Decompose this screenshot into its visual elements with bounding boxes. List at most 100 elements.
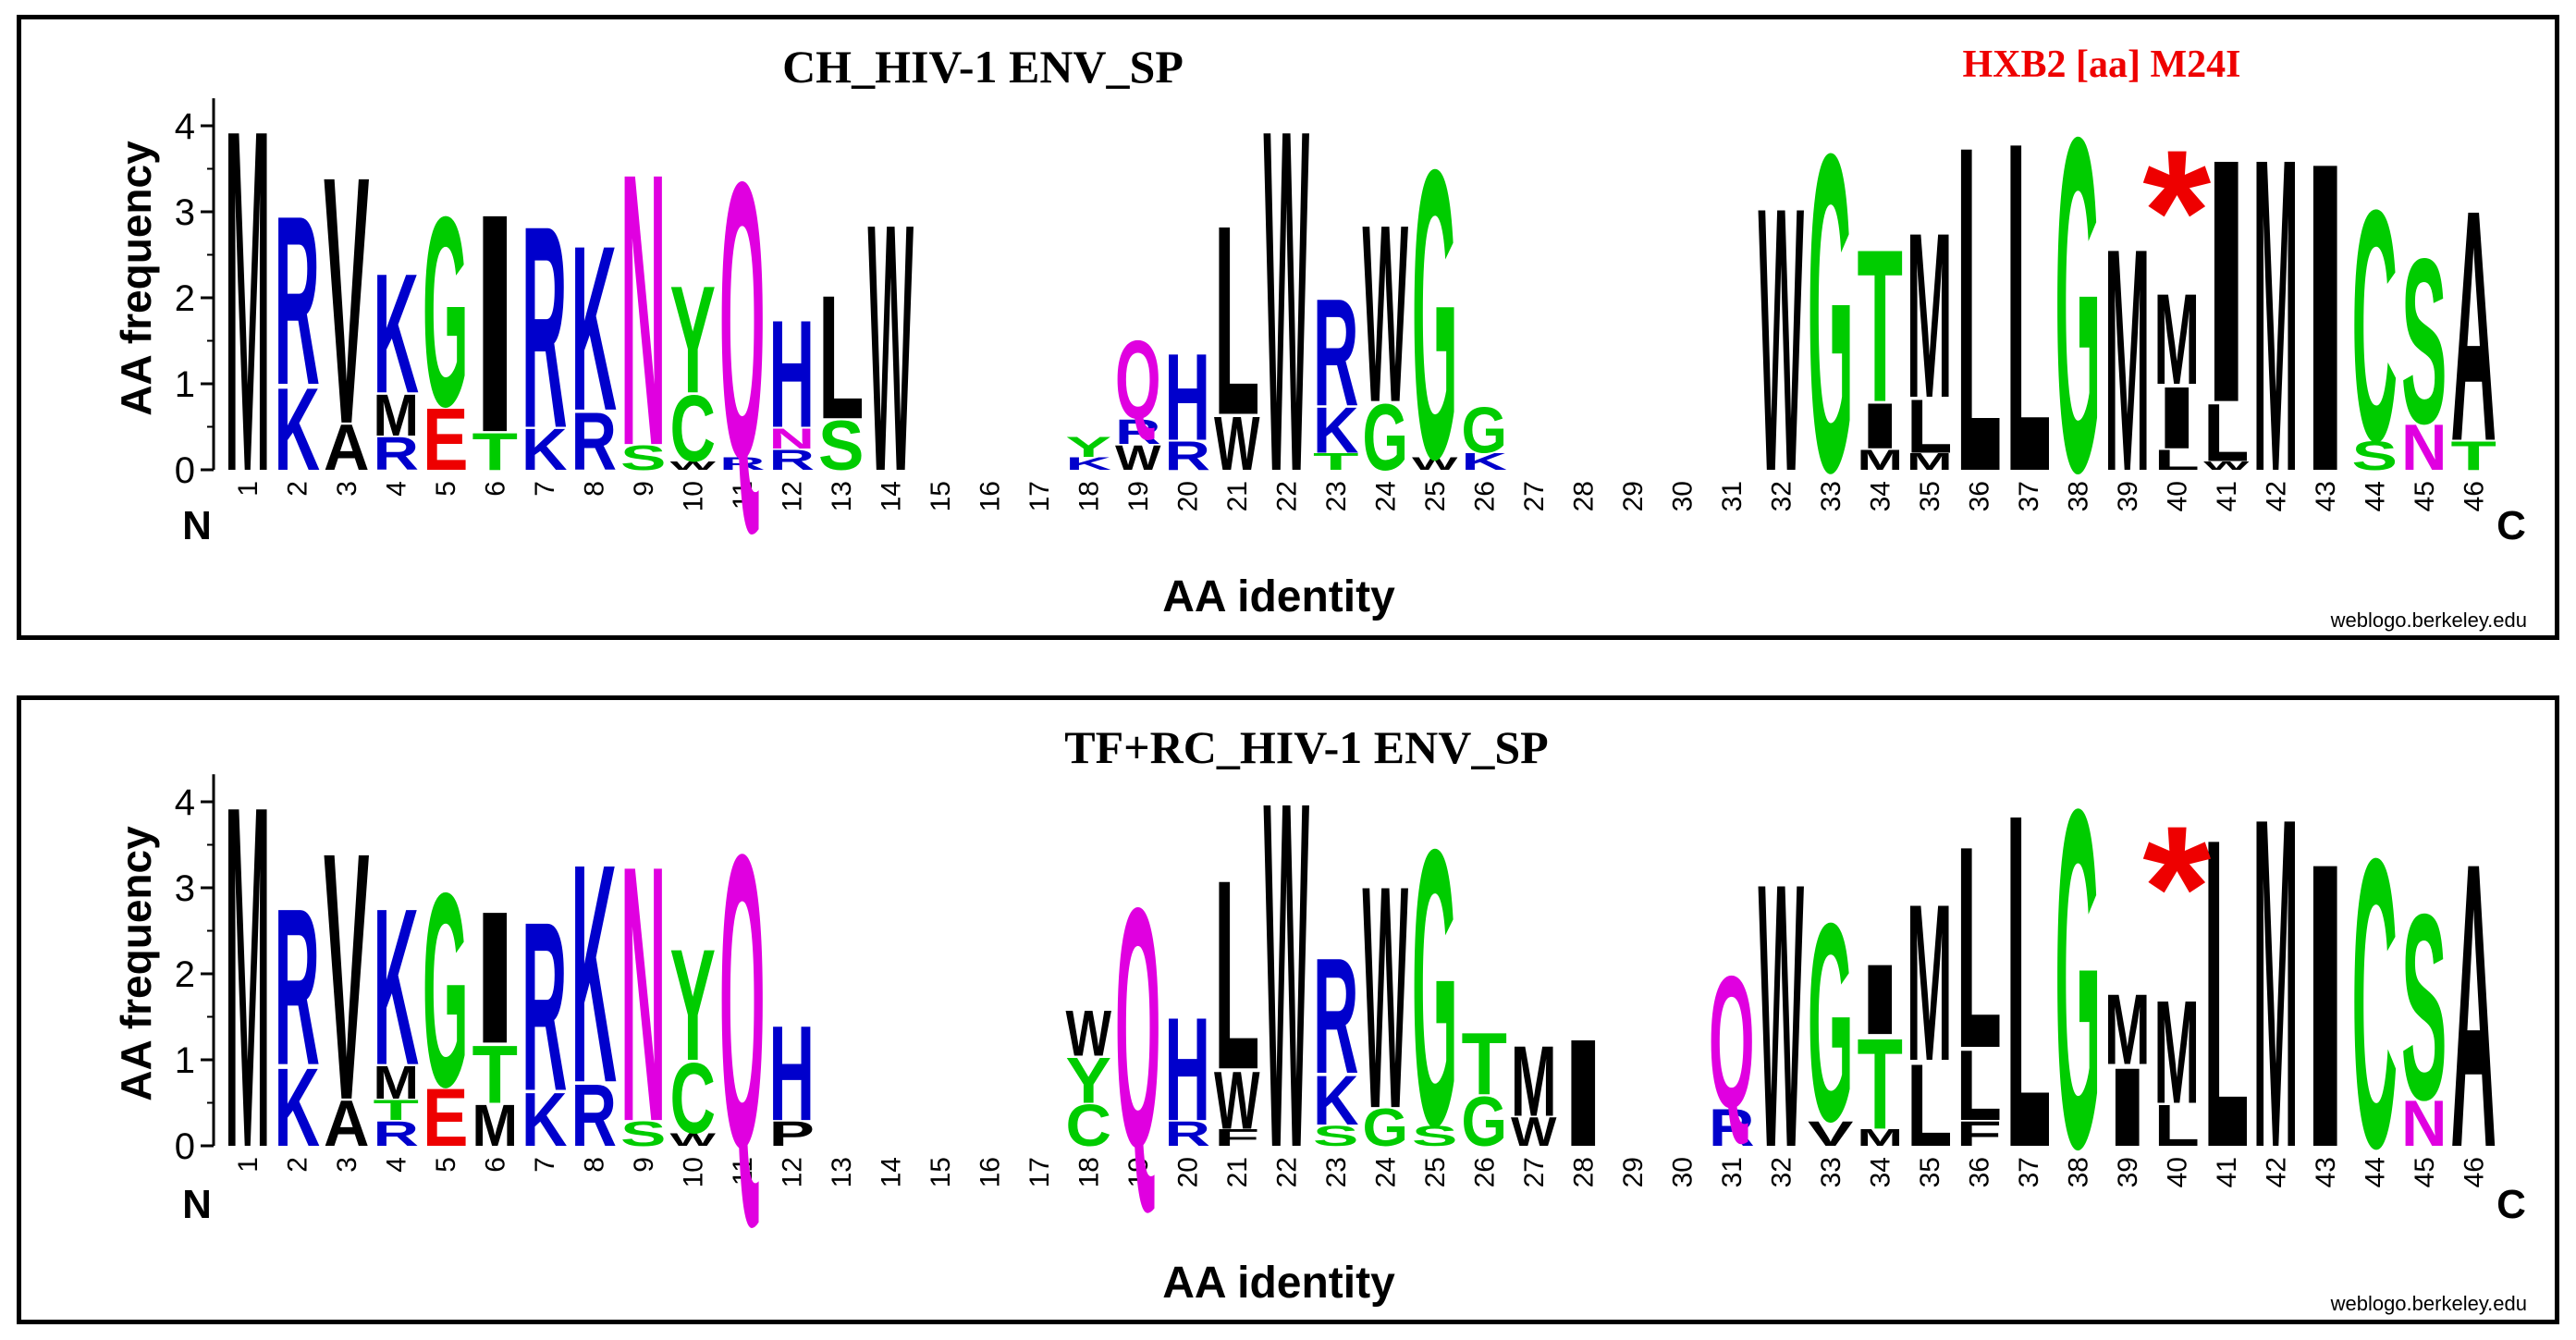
logo-letter-G: G <box>1462 1081 1508 1161</box>
x-tick-label: 22 <box>1271 1157 1302 1187</box>
logo-letter-W: W <box>2203 460 2250 473</box>
logo-letter-W: W <box>1363 819 1409 1174</box>
x-tick-label: 3 <box>332 481 362 497</box>
chart-title: TF+RC_HIV-1 ENV_SP <box>1064 721 1548 773</box>
logo-letter-Q: Q <box>719 99 766 541</box>
x-tick-label: 36 <box>1964 1157 1994 1187</box>
x-tick-label: 12 <box>777 1157 807 1187</box>
y-tick-label: 0 <box>175 1126 195 1167</box>
logo-letter-M: M <box>374 382 420 448</box>
x-tick-label: 7 <box>530 481 560 497</box>
c-terminus-label: C <box>2496 1182 2526 1227</box>
logo-letter-K: K <box>275 1045 321 1170</box>
logo-letter-M: M <box>1907 185 1953 448</box>
x-tick-label: 46 <box>2459 481 2489 511</box>
x-tick-label: 3 <box>332 1157 362 1173</box>
logo-letter-S: S <box>620 438 667 478</box>
logo-letter-K: K <box>1462 449 1508 474</box>
logo-letter-K: K <box>1066 454 1112 473</box>
x-tick-label: 29 <box>1618 1157 1649 1187</box>
logo-letter-L: L <box>2154 1092 2201 1158</box>
logo-letter-F: F <box>1214 1125 1260 1150</box>
x-tick-label: 41 <box>2212 1157 2242 1187</box>
logo-letter-L: L <box>1214 170 1260 473</box>
logo-letter-G: G <box>1462 395 1508 467</box>
logo-letter-T: T <box>1858 204 1904 448</box>
x-tick-label: 43 <box>2311 1157 2341 1187</box>
logo-letter-G: G <box>1808 866 1854 1181</box>
logo-letter-I: I <box>1858 390 1904 462</box>
logo-letter-A: A <box>324 1088 370 1161</box>
n-terminus-label: N <box>182 1182 212 1227</box>
x-tick-label: 44 <box>2360 1157 2390 1187</box>
c-terminus-label: C <box>2496 503 2526 548</box>
logo-letter-L: L <box>1907 384 1953 469</box>
logo-letter-L: L <box>2203 748 2250 1241</box>
y-tick-label: 2 <box>175 954 195 995</box>
logo-letter-I: I <box>472 149 519 498</box>
logo-letter-Y: Y <box>1066 1045 1112 1117</box>
x-tick-label: 12 <box>777 481 807 511</box>
x-tick-label: 5 <box>431 481 461 497</box>
logo-letter-K: K <box>275 363 321 495</box>
logo-letter-I: I <box>2154 368 2201 467</box>
logo-letter-S: S <box>620 1114 667 1154</box>
x-tick-label: 16 <box>975 481 1005 511</box>
x-tick-label: 27 <box>1519 1157 1550 1187</box>
x-tick-label: 18 <box>1073 1157 1104 1187</box>
x-tick-label: 1 <box>233 481 264 497</box>
logo-letter-W: W <box>1759 805 1805 1226</box>
x-tick-label: 41 <box>2212 481 2242 511</box>
logo-letter-L: L <box>1957 49 2003 569</box>
logo-letter-M: M <box>2104 975 2151 1087</box>
logo-letter-R: R <box>275 862 321 1113</box>
x-tick-label: 20 <box>1172 481 1203 511</box>
x-tick-label: 10 <box>678 481 708 511</box>
logo-letter-K: K <box>374 240 420 429</box>
logo-letter-R: R <box>521 871 568 1141</box>
logo-letter-S: S <box>818 405 865 485</box>
logo-letter-H: H <box>1165 989 1211 1152</box>
x-tick-label: 32 <box>1766 481 1797 511</box>
logo-letter-G: G <box>1412 767 1458 1209</box>
logo-letter-R: R <box>1165 433 1211 479</box>
logo-letter-M: M <box>2253 719 2300 1246</box>
x-tick-label: 5 <box>431 1157 461 1173</box>
logo-letter-I: I <box>1858 944 1904 1056</box>
logo-letter-M: M <box>1858 443 1904 476</box>
x-tick-label: 25 <box>1420 1157 1451 1187</box>
logo-letter-I: I <box>2104 1045 2151 1170</box>
x-tick-label: 38 <box>2063 1157 2093 1187</box>
x-tick-label: 43 <box>2311 481 2341 511</box>
y-tick-label: 4 <box>175 106 195 147</box>
x-tick-label: 10 <box>678 1157 708 1187</box>
logo-letter-T: T <box>472 1028 519 1121</box>
x-tick-label: 37 <box>2014 1157 2044 1187</box>
logo-letter-K: K <box>374 862 420 1113</box>
logo-panel-ch: CH_HIV-1 ENV_SP HXB2 [aa] M24I AA freque… <box>17 15 2559 640</box>
logo-letter-M: M <box>2154 971 2201 1135</box>
x-tick-label: 39 <box>2113 1157 2143 1187</box>
logo-letter-S: S <box>2352 433 2398 479</box>
x-tick-label: 21 <box>1222 481 1253 511</box>
x-tick-label: 19 <box>1123 1157 1154 1187</box>
logo-letter-I: I <box>2302 777 2349 1232</box>
x-tick-label: 31 <box>1717 1157 1748 1187</box>
logo-letter-I: I <box>472 874 519 1084</box>
x-tick-label: 16 <box>975 1157 1005 1187</box>
x-tick-label: 40 <box>2162 481 2192 511</box>
logo-letter-M: M <box>1858 1125 1904 1150</box>
logo-letter-M: M <box>1907 449 1953 474</box>
logo-letter-A: A <box>2451 141 2497 510</box>
logo-letter-L: L <box>2006 43 2052 570</box>
sequence-logo-tf-rc: TF+RC_HIV-1 ENV_SP AA frequency AA ident… <box>112 700 2527 1315</box>
x-tick-label: 6 <box>480 481 510 497</box>
logo-letter-V: V <box>1808 1114 1854 1154</box>
x-tick-label: 6 <box>480 1157 510 1173</box>
logo-letter-L: L <box>1957 787 2003 1110</box>
x-tick-label: 33 <box>1816 1157 1846 1187</box>
logo-letter-Y: Y <box>1066 430 1112 463</box>
logo-letter-G: G <box>2055 39 2102 572</box>
logo-letter-W: W <box>1214 401 1260 486</box>
logo-letter-I: I <box>2302 72 2349 565</box>
